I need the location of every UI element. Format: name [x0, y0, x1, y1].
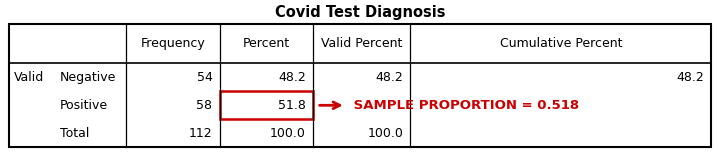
Bar: [220, 91, 313, 119]
Text: 58: 58: [197, 99, 212, 112]
Text: 100.0: 100.0: [367, 127, 403, 140]
Text: Positive: Positive: [60, 99, 108, 112]
Text: 48.2: 48.2: [278, 71, 306, 84]
Text: 51.8: 51.8: [278, 99, 306, 112]
Text: Covid Test Diagnosis: Covid Test Diagnosis: [275, 5, 445, 20]
Text: SAMPLE PROPORTION = 0.518: SAMPLE PROPORTION = 0.518: [349, 99, 580, 112]
Text: Percent: Percent: [243, 37, 290, 50]
Bar: [9, 24, 711, 147]
Text: Total: Total: [60, 127, 89, 140]
Text: Valid: Valid: [14, 71, 45, 84]
Text: Valid Percent: Valid Percent: [321, 37, 402, 50]
Text: 100.0: 100.0: [270, 127, 306, 140]
Text: 48.2: 48.2: [676, 71, 704, 84]
Text: 54: 54: [197, 71, 212, 84]
Text: Frequency: Frequency: [140, 37, 205, 50]
Text: 48.2: 48.2: [375, 71, 403, 84]
Text: Cumulative Percent: Cumulative Percent: [500, 37, 622, 50]
Text: Negative: Negative: [60, 71, 116, 84]
Text: 112: 112: [189, 127, 212, 140]
